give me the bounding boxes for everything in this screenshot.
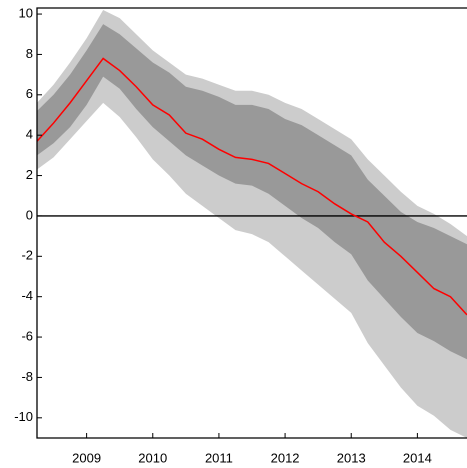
y-tick-label: 4 — [26, 127, 33, 142]
x-tick-label: 2009 — [72, 450, 101, 465]
y-tick-label: -6 — [21, 328, 33, 343]
median-line — [36, 57, 467, 316]
y-tick-label: -8 — [21, 369, 33, 384]
y-tick-label: 0 — [26, 207, 33, 222]
x-tick-label: 2012 — [271, 450, 300, 465]
x-tick-label: 2010 — [138, 450, 167, 465]
y-tick-label: -10 — [14, 409, 33, 424]
y-tick-label: 6 — [26, 86, 33, 101]
y-tick-label: 2 — [26, 167, 33, 182]
x-tick-label: 2011 — [205, 450, 233, 465]
y-tick-label: -4 — [21, 288, 33, 303]
axis-frame — [36, 7, 467, 439]
y-tick-label: -2 — [21, 248, 33, 263]
x-tick-label: 2013 — [337, 450, 366, 465]
y-tick-label: 8 — [26, 46, 33, 61]
x-tick-label: 2014 — [403, 450, 432, 465]
fan-band — [37, 24, 467, 360]
y-tick-label: 10 — [19, 5, 33, 20]
